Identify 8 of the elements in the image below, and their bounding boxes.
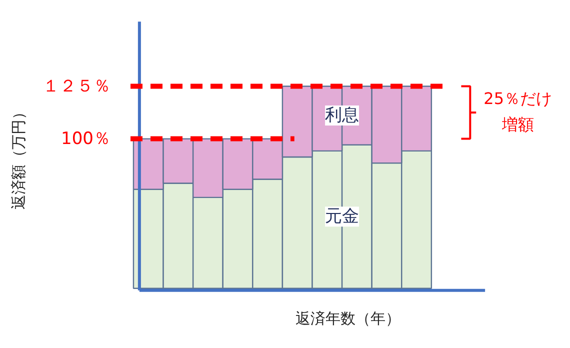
ref-line-label: 100％ (61, 128, 111, 149)
x-axis-title: 返済年数（年） (296, 310, 400, 328)
text: 増額 (500, 115, 534, 134)
series-label: 元金 (325, 206, 360, 227)
text: 25％だけ (484, 88, 552, 108)
text: 返済額（万円） (10, 104, 28, 210)
series-label: 利息 (325, 106, 360, 126)
ref-line-label: １２５％ (42, 76, 110, 96)
